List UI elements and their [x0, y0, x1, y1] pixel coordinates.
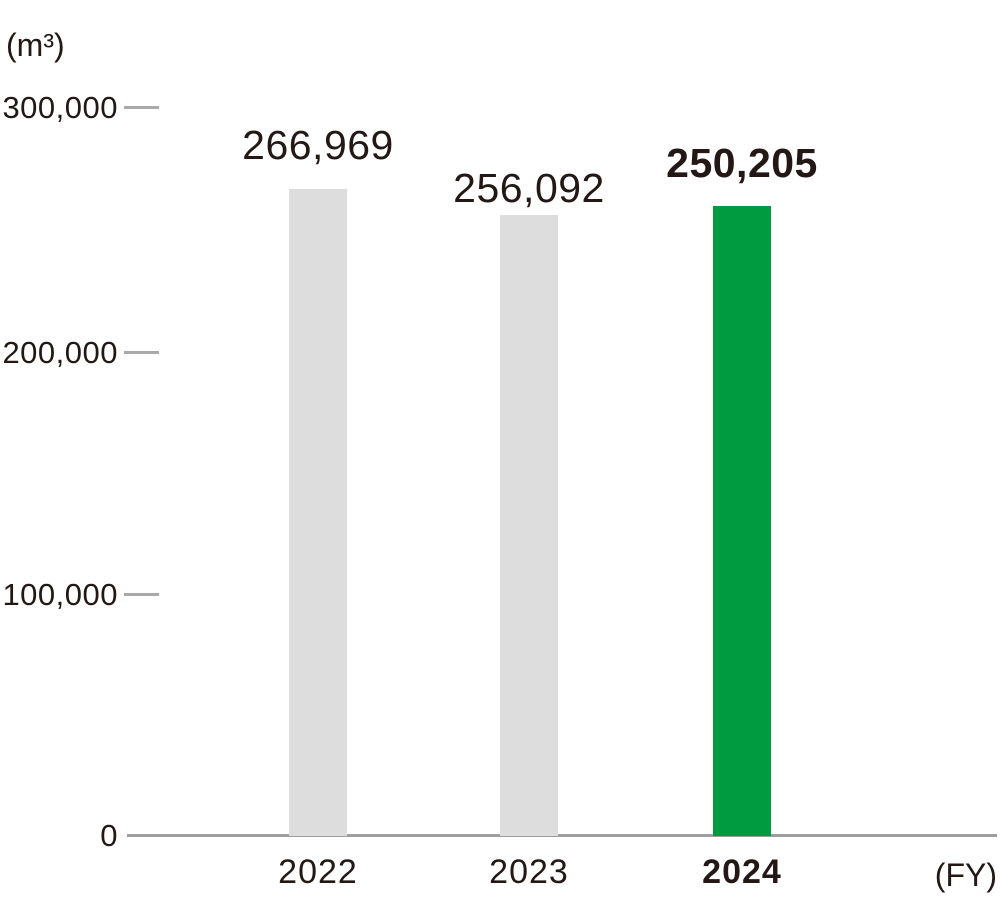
y-tick-label-200000: 200,000	[2, 335, 118, 370]
x-tick-label-2023: 2023	[489, 853, 569, 891]
y-tick-label-0: 0	[100, 818, 118, 853]
y-tick-label-300000: 300,000	[2, 90, 118, 125]
x-tick-label-2022: 2022	[278, 853, 358, 891]
x-axis-line	[127, 834, 997, 837]
bar-value-2022: 266,969	[242, 122, 394, 168]
y-tick-label-100000: 100,000	[2, 577, 118, 612]
y-axis-unit-label: (m³)	[6, 27, 65, 63]
y-tick-mark-300000	[124, 106, 159, 109]
x-axis-unit-label: (FY)	[934, 857, 997, 893]
bar-2023	[500, 215, 558, 836]
y-tick-mark-200000	[124, 351, 159, 354]
bar-2022	[289, 189, 347, 836]
bar-value-2023: 256,092	[453, 165, 605, 211]
y-tick-mark-100000	[124, 593, 159, 596]
bar-value-2024: 250,205	[666, 140, 818, 186]
x-tick-label-2024: 2024	[702, 853, 782, 891]
bar-2024	[713, 206, 771, 836]
